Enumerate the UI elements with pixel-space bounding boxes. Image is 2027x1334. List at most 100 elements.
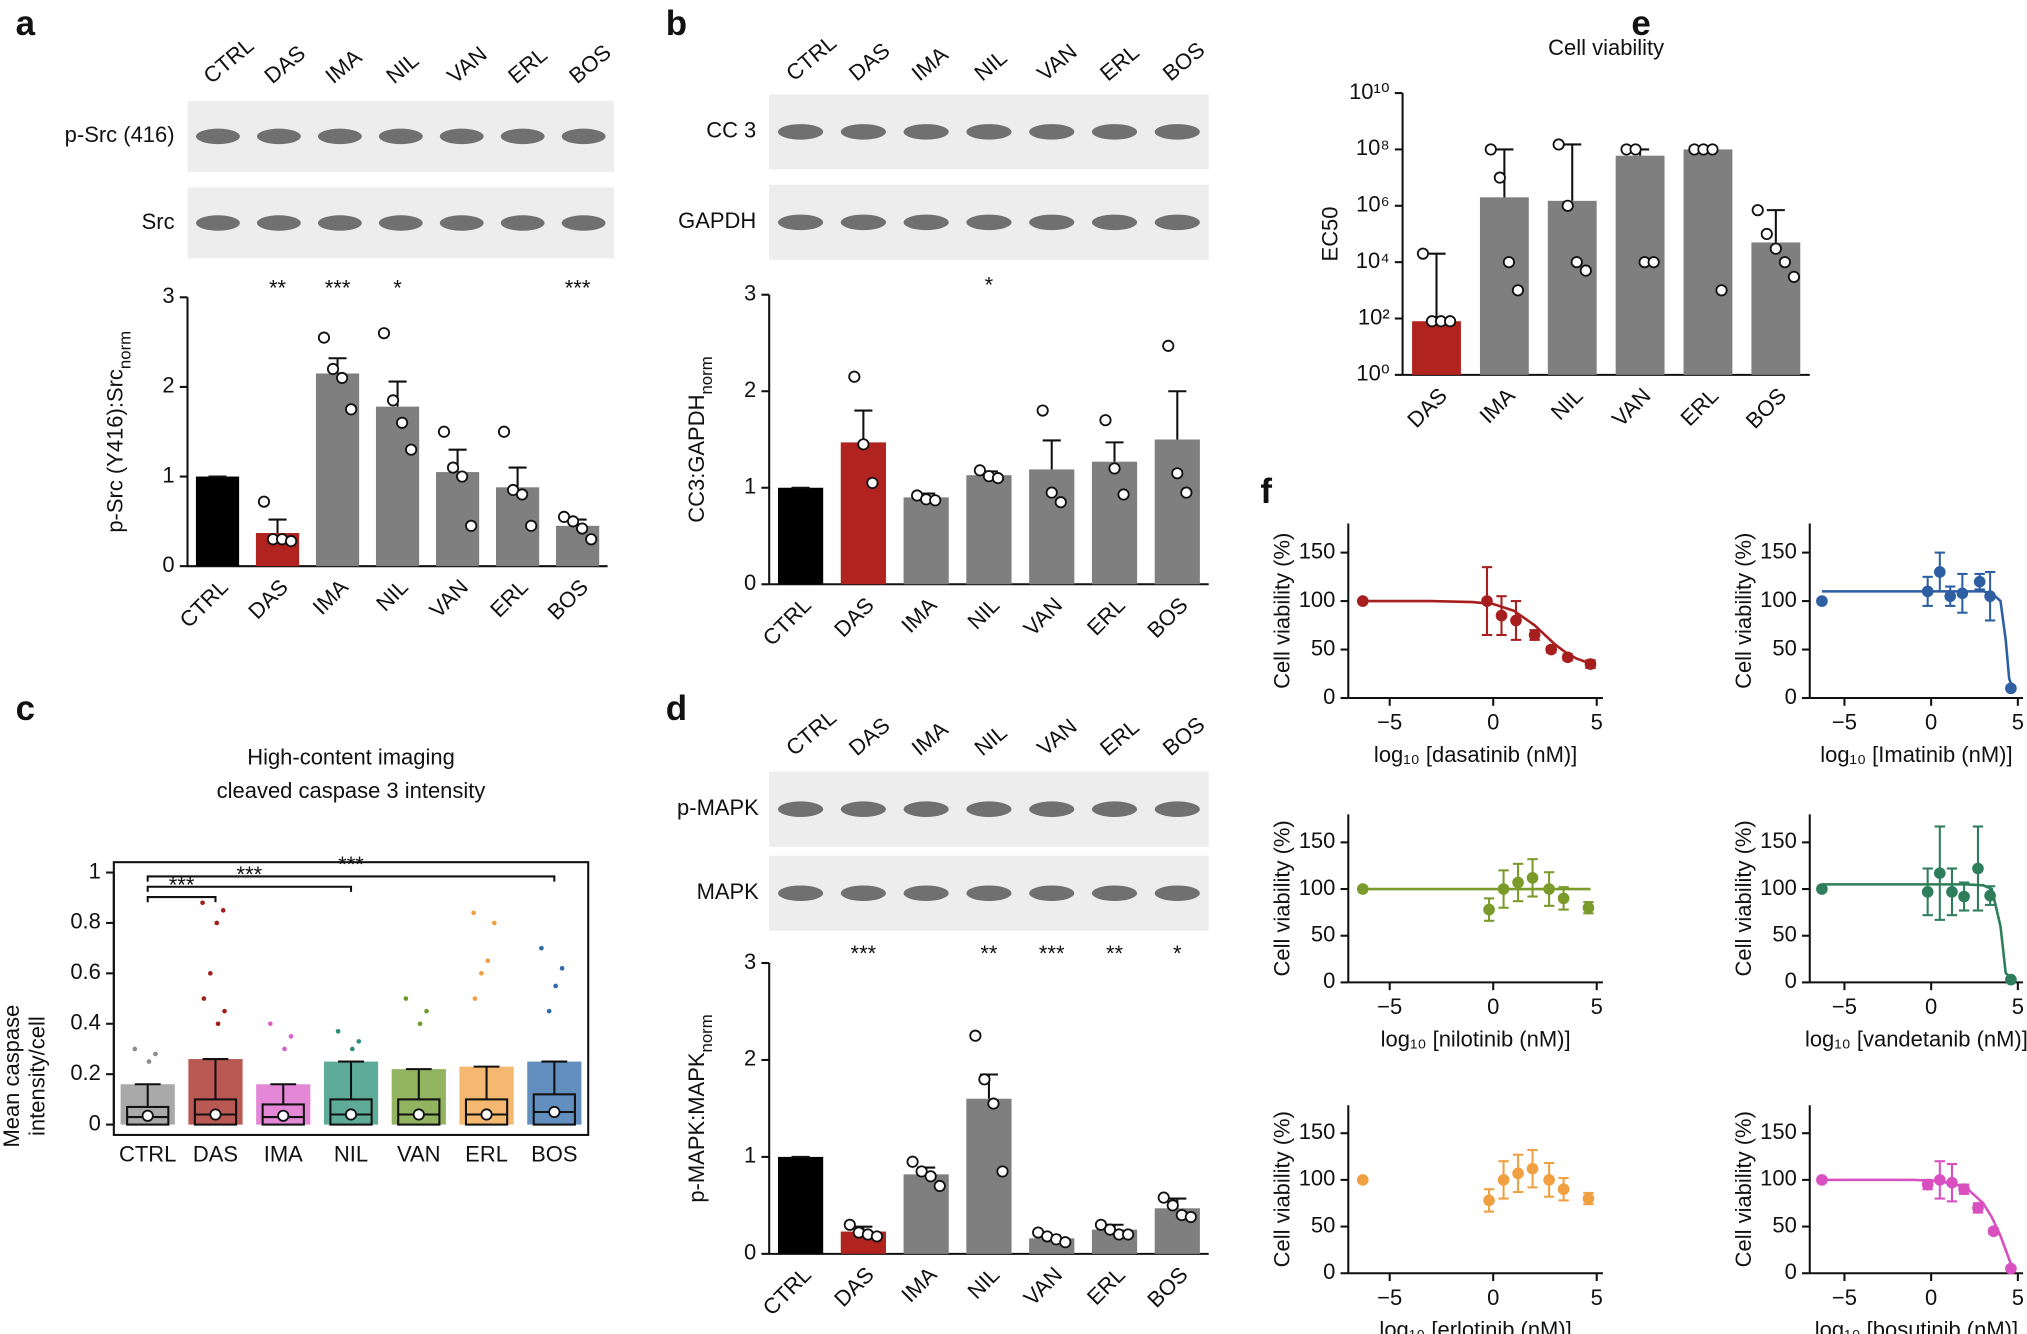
data-point (1497, 883, 1510, 895)
y-axis-label-main: Cell viability (%) (1269, 820, 1294, 976)
lane-label: IMA (907, 716, 953, 760)
data-point (1502, 256, 1515, 269)
outlier (132, 1046, 138, 1052)
fit-curve (1821, 1178, 2014, 1270)
outlier (559, 965, 565, 971)
lane-label: DAS (259, 40, 310, 88)
lane-label: DAS (844, 38, 895, 86)
blot-row-label: Src (142, 209, 175, 234)
blot-row-label: p-MAPK (677, 795, 759, 820)
y-axis-label-main: p-Src (Y416):Src (102, 369, 127, 533)
data-point (1545, 643, 1558, 656)
box (261, 1103, 305, 1126)
data-point (1512, 1167, 1524, 1180)
data-point (1933, 566, 1946, 578)
x-tick-label: 5 (1591, 710, 1603, 735)
x-tick-label: DAS (829, 592, 879, 642)
blot-row-label: MAPK (697, 879, 760, 904)
data-point (973, 464, 986, 477)
data-point (843, 1218, 856, 1231)
blot-band (966, 124, 1012, 140)
data-point (1036, 404, 1049, 417)
x-axis-label: log₁₀ [dasatinib (nM)] (1374, 742, 1577, 767)
y-tick-label: 100 (1299, 587, 1336, 612)
fit-curve (1821, 883, 2014, 981)
y-tick-label: 0 (162, 552, 174, 577)
x-tick-label: ERL (465, 1141, 508, 1166)
blot-band (1154, 801, 1200, 817)
data-point (848, 370, 861, 383)
outlier (491, 920, 497, 926)
data-point (1122, 1228, 1135, 1241)
y-tick-label: 0 (1323, 684, 1335, 709)
data-point (1760, 227, 1773, 241)
blot-band (1154, 124, 1200, 140)
data-point (1570, 256, 1583, 269)
panel-letter: b (666, 4, 687, 43)
outlier (349, 1046, 355, 1052)
blot-band (903, 214, 949, 231)
y-tick-label: 3 (744, 949, 756, 974)
panel-letter: d (666, 689, 687, 728)
data-point (1972, 1202, 1984, 1214)
x-axis-label: log₁₀ [bosutinib (nM)] (1815, 1317, 2018, 1334)
chart-title: cleaved caspase 3 intensity (217, 778, 486, 803)
blot-band (196, 215, 240, 231)
y-tick-label: 0 (744, 1240, 756, 1265)
fit-curve (1821, 590, 2014, 689)
data-point (1921, 585, 1934, 598)
data-point (1059, 1236, 1072, 1249)
data-point (1481, 595, 1493, 607)
x-tick-label: −5 (1377, 1285, 1402, 1310)
x-tick-label: IMA (264, 1141, 303, 1166)
y-tick-label: 2 (744, 1046, 756, 1071)
box (193, 1098, 238, 1126)
x-axis-label: log₁₀ [erlotinib (nM)] (1379, 1317, 1571, 1334)
x-tick-label: 0 (1487, 1285, 1499, 1310)
data-point (396, 416, 409, 429)
x-axis-label: log₁₀ [vandetanib (nM)] (1805, 1026, 2027, 1051)
data-point (2005, 973, 2017, 986)
data-point (1582, 1192, 1595, 1205)
lane-label: NIL (969, 45, 1011, 86)
y-tick-label: 150 (1299, 538, 1336, 563)
data-point (1512, 876, 1524, 889)
data-point (1984, 590, 1996, 603)
data-point (1117, 488, 1130, 501)
y-tick-label: 0 (744, 570, 756, 595)
blot-band (777, 214, 824, 231)
lane-label: VAN (442, 41, 491, 88)
blot-band (903, 885, 949, 901)
y-tick-label: 10⁰ (1356, 361, 1389, 386)
bar (375, 406, 420, 567)
y-tick-label: 1 (744, 1143, 756, 1168)
blot-band (256, 128, 301, 145)
y-axis-label-main: CC3:GAPDH (684, 395, 709, 523)
chart-title: Cell viability (1548, 35, 1664, 60)
outlier (215, 1021, 221, 1027)
blot-band (1029, 885, 1075, 901)
box (397, 1098, 441, 1126)
data-point (1543, 1174, 1555, 1186)
y-tick-label: 100 (1299, 1166, 1336, 1191)
bar (777, 487, 824, 585)
data-point (1493, 171, 1506, 184)
x-tick-label: DAS (193, 1141, 238, 1166)
data-point (1816, 595, 1828, 607)
x-axis-label: log₁₀ [Imatinib (nM)] (1820, 742, 2012, 767)
data-point (1787, 270, 1801, 283)
y-tick-label: 1 (162, 462, 174, 487)
panel-letter: c (16, 689, 35, 728)
blot-band (317, 128, 362, 145)
data-point (1944, 590, 1957, 603)
data-point (1561, 651, 1574, 664)
blot-band (561, 128, 606, 145)
data-point (1984, 889, 1996, 902)
blot-band (903, 124, 949, 140)
data-point (465, 519, 478, 532)
lane-label: ERL (503, 42, 552, 89)
y-axis-label: Cell viability (%) (1269, 533, 1294, 689)
data-point (1094, 1218, 1108, 1231)
outlier (424, 1008, 429, 1014)
x-tick-label: −5 (1377, 994, 1402, 1019)
